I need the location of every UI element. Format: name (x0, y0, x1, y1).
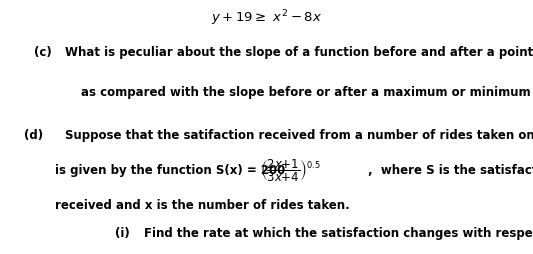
Text: (d): (d) (23, 128, 43, 141)
Text: $\left(\dfrac{2x{+}1}{3x{+}4}\right)^{0.5}$: $\left(\dfrac{2x{+}1}{3x{+}4}\right)^{0.… (260, 157, 321, 183)
Text: is given by the function S(x) = 200: is given by the function S(x) = 200 (55, 163, 285, 176)
Text: (i): (i) (115, 227, 130, 240)
Text: ,  where S is the satisfaction: , where S is the satisfaction (368, 163, 533, 176)
Text: What is peculiar about the slope of a function before and after a point of infle: What is peculiar about the slope of a fu… (66, 46, 533, 59)
Text: $y + 19 \geq \ x^2 - 8x$: $y + 19 \geq \ x^2 - 8x$ (211, 9, 322, 28)
Text: received and x is the number of rides taken.: received and x is the number of rides ta… (55, 198, 350, 211)
Text: Suppose that the satifaction received from a number of rides taken on a roller c: Suppose that the satifaction received fr… (66, 128, 533, 141)
Text: as compared with the slope before or after a maximum or minimum point?: as compared with the slope before or aft… (81, 86, 533, 99)
Text: Find the rate at which the satisfaction changes with respect to the: Find the rate at which the satisfaction … (144, 227, 533, 240)
Text: (c): (c) (34, 46, 52, 59)
